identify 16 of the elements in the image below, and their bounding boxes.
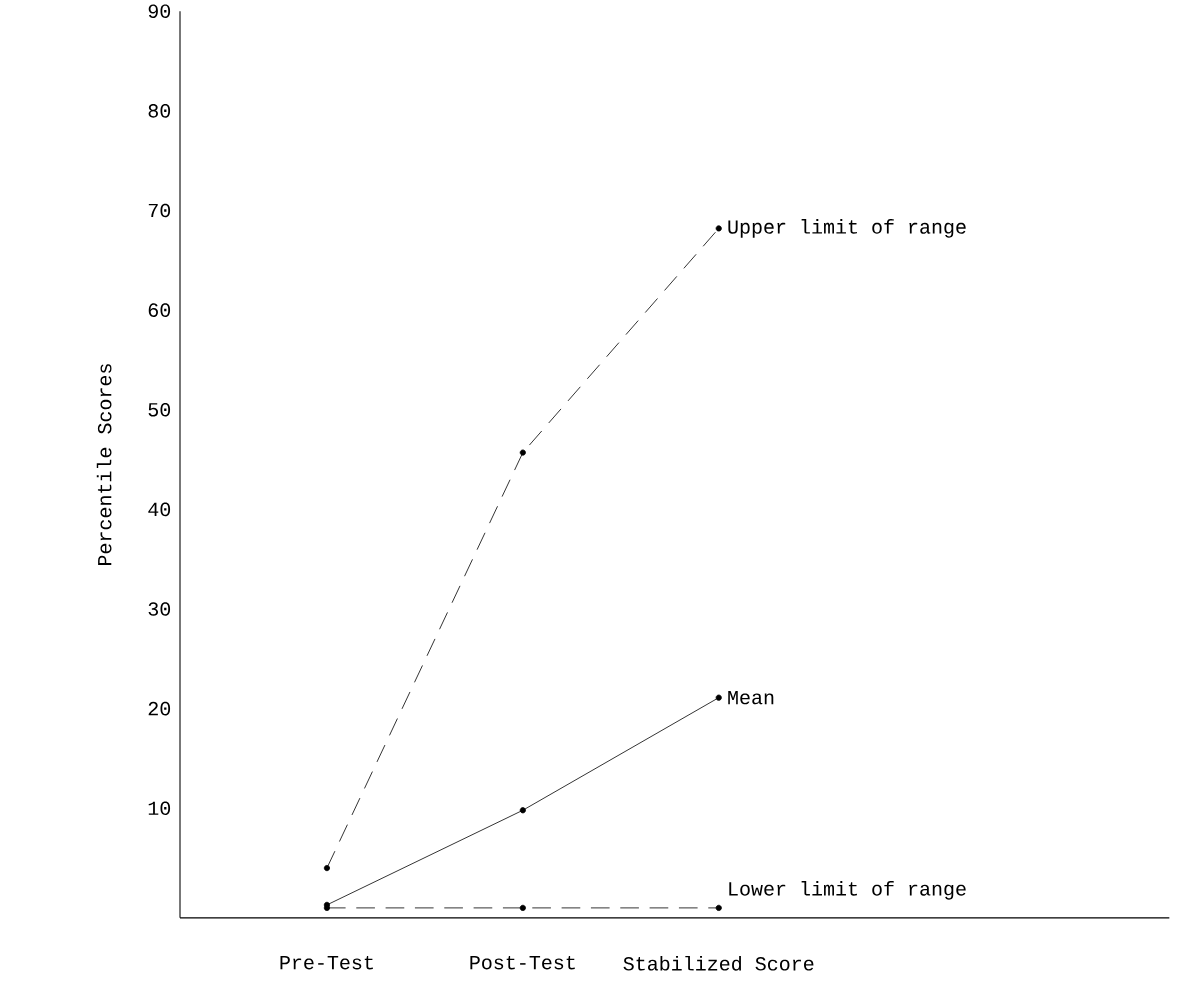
y-axis-title: Percentile Scores bbox=[96, 364, 112, 566]
y-tick-label: 20 bbox=[148, 702, 171, 716]
x-tick-label: Stabilized Score bbox=[623, 956, 814, 971]
y-tick-label: 40 bbox=[148, 502, 171, 517]
y-tick-label: 10 bbox=[148, 801, 171, 816]
y-tick-label: 90 bbox=[148, 4, 171, 19]
y-tick-label: 80 bbox=[148, 104, 171, 118]
series-label: Lower limit of range bbox=[729, 881, 966, 900]
x-tick-label: Post-Test bbox=[470, 956, 575, 970]
y-tick-label: 60 bbox=[148, 303, 171, 318]
y-tick-label: 70 bbox=[148, 203, 171, 218]
y-tick-label: 30 bbox=[148, 602, 171, 617]
series-label: Upper limit of range bbox=[728, 219, 966, 238]
series-label: Mean bbox=[728, 691, 774, 705]
y-tick-label: 50 bbox=[148, 403, 171, 417]
x-tick-label: Pre-Test bbox=[280, 956, 373, 970]
